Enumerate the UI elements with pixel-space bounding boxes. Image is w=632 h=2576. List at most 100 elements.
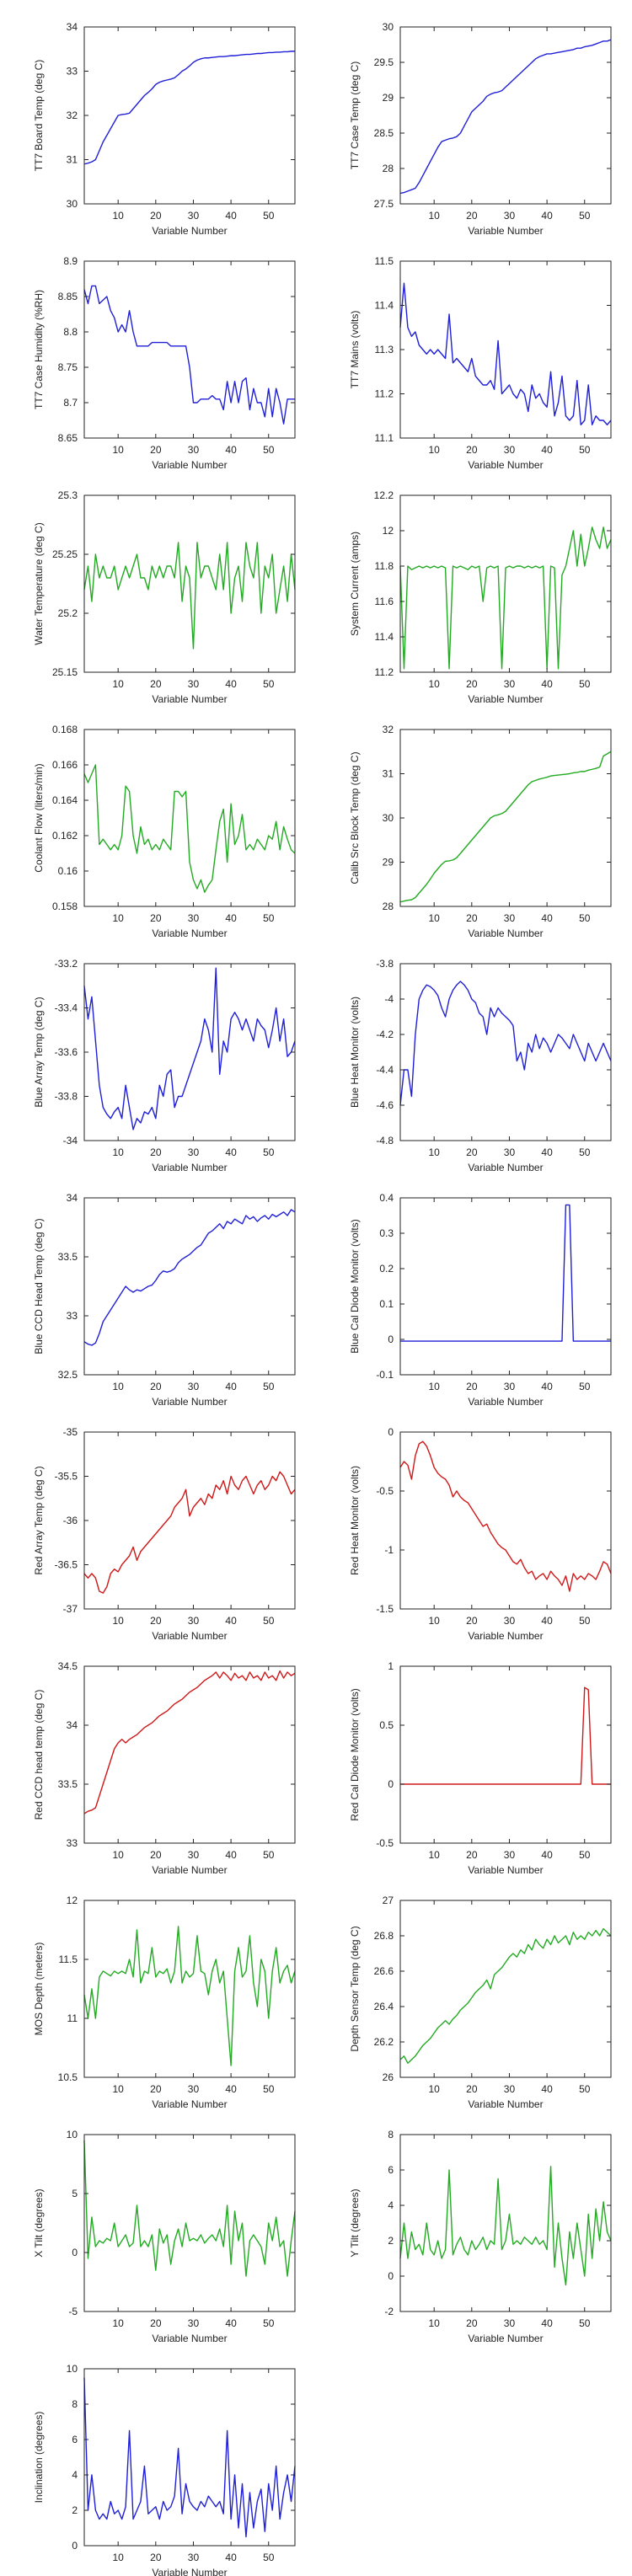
x-tick-label: 30 xyxy=(504,1146,516,1158)
x-tick-label: 30 xyxy=(504,210,516,222)
x-tick-label: 50 xyxy=(263,1381,275,1392)
y-axis-label: TT7 Board Temp (deg C) xyxy=(33,60,45,172)
x-tick-label: 20 xyxy=(150,1849,162,1861)
y-tick-label: 12 xyxy=(383,525,394,537)
x-tick-label: 40 xyxy=(225,1849,237,1861)
y-tick-label: -1 xyxy=(384,1544,394,1556)
y-tick-label: 12 xyxy=(67,1895,78,1906)
y-tick-label: 34 xyxy=(67,1719,78,1731)
x-tick-label: 10 xyxy=(428,1615,440,1627)
series-line xyxy=(400,1205,611,1341)
y-tick-label: -34 xyxy=(63,1135,78,1146)
y-tick-label: 0.16 xyxy=(58,865,78,877)
y-tick-label: 11.4 xyxy=(375,631,394,643)
series-line xyxy=(400,981,611,1105)
y-tick-label: 11 xyxy=(67,2012,78,2024)
x-tick-label: 50 xyxy=(579,1381,591,1392)
x-tick-label: 20 xyxy=(150,2317,162,2329)
x-tick-label: 20 xyxy=(150,210,162,222)
x-tick-label: 50 xyxy=(263,2083,275,2095)
y-tick-label: 0.166 xyxy=(52,759,78,771)
x-tick-label: 20 xyxy=(150,912,162,924)
y-tick-label: -35 xyxy=(63,1426,78,1438)
x-tick-label: 20 xyxy=(150,1146,162,1158)
series-line xyxy=(84,765,295,892)
series-line xyxy=(84,968,295,1130)
y-tick-label: -0.5 xyxy=(376,1837,394,1849)
x-tick-label: 50 xyxy=(263,1849,275,1861)
y-tick-label: -4 xyxy=(384,993,394,1005)
y-tick-label: 32 xyxy=(383,724,394,735)
y-tick-label: 11.5 xyxy=(375,255,394,267)
x-tick-label: 50 xyxy=(263,1615,275,1627)
y-tick-label: 28 xyxy=(383,901,394,912)
y-tick-label: 11.4 xyxy=(375,300,394,312)
x-tick-label: 40 xyxy=(541,444,553,456)
y-tick-label: -37 xyxy=(63,1603,78,1615)
y-tick-label: 8.7 xyxy=(63,397,78,409)
y-tick-label: 27 xyxy=(383,1895,394,1906)
y-tick-label: -35.5 xyxy=(55,1471,78,1483)
x-tick-label: 30 xyxy=(504,444,516,456)
y-tick-label: 8.65 xyxy=(58,432,78,444)
x-tick-label: 30 xyxy=(188,912,200,924)
x-tick-label: 30 xyxy=(504,1615,516,1627)
y-tick-label: 0 xyxy=(388,1426,394,1438)
x-tick-label: 40 xyxy=(225,1615,237,1627)
x-tick-label: 30 xyxy=(504,912,516,924)
x-tick-label: 40 xyxy=(225,2317,237,2329)
x-tick-label: 50 xyxy=(579,1615,591,1627)
series-line xyxy=(84,542,295,649)
x-tick-label: 30 xyxy=(188,2552,200,2563)
x-tick-label: 40 xyxy=(541,2317,553,2329)
y-tick-label: 28.5 xyxy=(374,127,394,139)
y-tick-label: 34 xyxy=(67,21,78,33)
y-tick-label: 34 xyxy=(67,1192,78,1204)
series-line xyxy=(400,1929,611,2064)
series-line xyxy=(84,1671,295,1814)
x-tick-label: 30 xyxy=(504,1381,516,1392)
x-tick-label: 30 xyxy=(188,1849,200,1861)
y-tick-label: 0.1 xyxy=(379,1298,394,1310)
x-tick-label: 20 xyxy=(466,444,478,456)
axes-frame xyxy=(400,2135,611,2311)
axes-frame xyxy=(400,27,611,204)
x-tick-label: 50 xyxy=(263,210,275,222)
series-line xyxy=(400,283,611,425)
y-tick-label: 0 xyxy=(388,2270,394,2282)
y-tick-label: 0 xyxy=(72,2247,78,2258)
x-tick-label: 10 xyxy=(428,1849,440,1861)
x-tick-label: 30 xyxy=(188,1615,200,1627)
x-tick-label: 50 xyxy=(579,210,591,222)
y-tick-label: 11.6 xyxy=(375,596,394,607)
series-line xyxy=(84,286,295,424)
y-axis-label: Blue CCD Head Temp (deg C) xyxy=(33,1218,45,1354)
y-tick-label: -4.8 xyxy=(376,1135,394,1146)
x-tick-label: 10 xyxy=(428,912,440,924)
x-tick-label: 30 xyxy=(504,2083,516,2095)
y-tick-label: 32.5 xyxy=(58,1369,78,1381)
y-tick-label: 33 xyxy=(67,1837,78,1849)
y-tick-label: 8.8 xyxy=(63,326,78,338)
y-axis-label: Red Heat Monitor (volts) xyxy=(349,1466,361,1575)
y-axis-label: Blue Heat Monitor (volts) xyxy=(349,997,361,1108)
x-tick-label: 20 xyxy=(466,1849,478,1861)
y-tick-label: 26 xyxy=(383,2071,394,2083)
y-tick-label: 5 xyxy=(72,2188,78,2199)
y-tick-label: 10 xyxy=(67,2363,78,2375)
y-tick-label: 33.5 xyxy=(58,1251,78,1263)
